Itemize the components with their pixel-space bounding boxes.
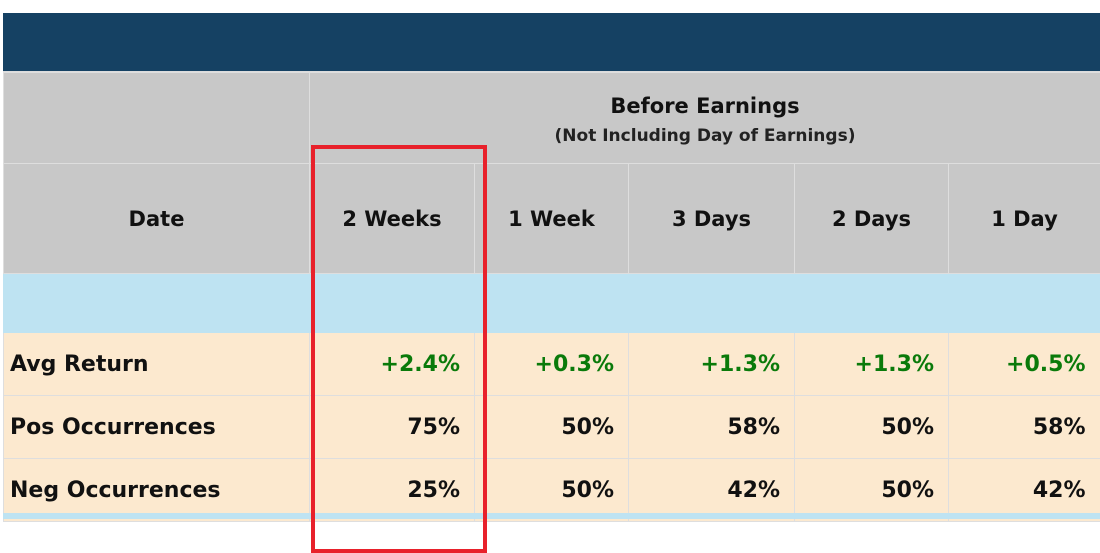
column-header-1-day: 1 Day [949,164,1100,274]
cell-value: +0.3% [475,333,629,396]
group-header-before-earnings: Before Earnings (Not Including Day of Ea… [310,73,1100,164]
spacer-row [4,274,1100,333]
table-row-pos-occurrences: Pos Occurrences 75% 50% 58% 50% 58% [4,396,1100,459]
cell-value: 50% [475,396,629,459]
row-label: Pos Occurrences [4,396,310,459]
cell-value: +0.5% [949,333,1100,396]
cell-value: +1.3% [629,333,795,396]
group-header-subtitle: (Not Including Day of Earnings) [310,126,1100,146]
column-header-2-days: 2 Days [795,164,949,274]
cell-value: 75% [310,396,475,459]
cell-value: +1.3% [795,333,949,396]
cell-value: 58% [949,396,1100,459]
bottom-spacer-strip [3,513,1100,519]
column-header-2-weeks: 2 Weeks [310,164,475,274]
table-title-bar [3,13,1100,72]
earnings-table-container: Before Earnings (Not Including Day of Ea… [3,13,1100,522]
cell-value: 58% [629,396,795,459]
group-header-empty [4,73,310,164]
row-label: Avg Return [4,333,310,396]
table-row-avg-return: Avg Return +2.4% +0.3% +1.3% +1.3% +0.5% [4,333,1100,396]
column-header-3-days: 3 Days [629,164,795,274]
column-header-1-week: 1 Week [475,164,629,274]
earnings-table: Before Earnings (Not Including Day of Ea… [3,72,1100,522]
cell-value: +2.4% [310,333,475,396]
group-header-title: Before Earnings [310,94,1100,118]
column-header-date: Date [4,164,310,274]
cell-value: 50% [795,396,949,459]
